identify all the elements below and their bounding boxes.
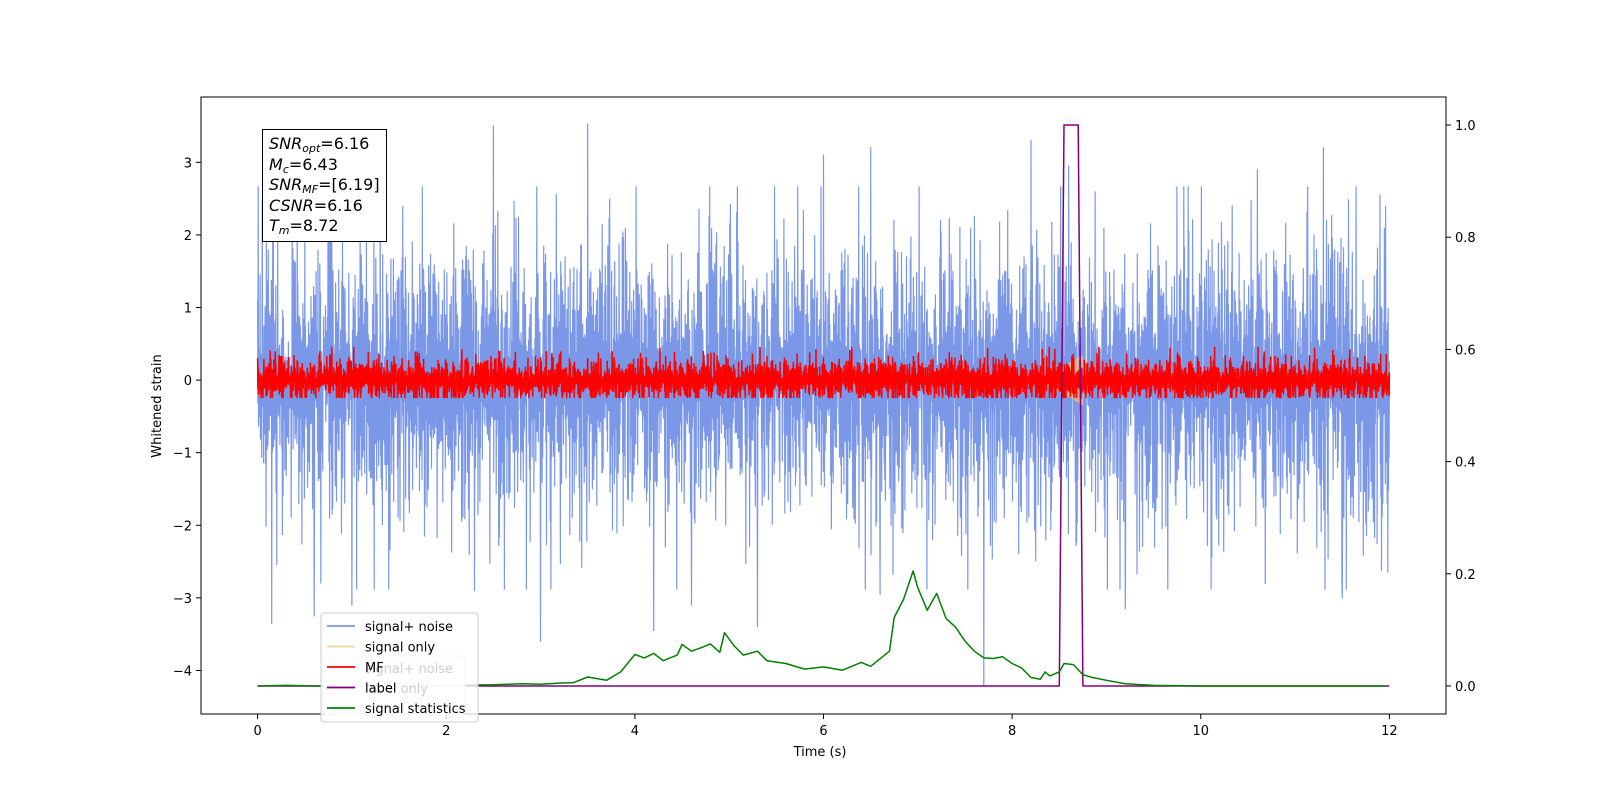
- legend-label: signal only: [365, 641, 435, 656]
- stats-line: Mc=6.43: [269, 155, 380, 176]
- stats-line: SNRMF=[6.19]: [269, 175, 380, 196]
- y-tick-label: −2: [173, 519, 192, 534]
- stats-line: Tm=8.72: [269, 216, 380, 237]
- stats-line: CSNR=6.16: [269, 196, 380, 217]
- y-tick-label: 3: [184, 156, 192, 171]
- y-axis-title: Whitened strain: [150, 354, 165, 457]
- y2-tick-label: 1.0: [1455, 119, 1476, 134]
- x-tick-label: 2: [442, 724, 450, 739]
- stats-variable: M: [269, 154, 283, 174]
- stats-subscript: opt: [302, 142, 321, 155]
- legend: signal+ noiselabel onlysignal+ noisesign…: [320, 612, 479, 723]
- x-tick-label: 0: [253, 724, 261, 739]
- y2-tick-label: 0.2: [1455, 568, 1476, 583]
- y-tick-label: −4: [173, 664, 192, 679]
- y-tick-label: −3: [173, 592, 192, 607]
- series-signal-statistics: [257, 570, 1385, 687]
- stats-subscript: c: [282, 162, 289, 176]
- series-label: [257, 124, 1390, 687]
- stats-variable: SNR: [269, 134, 303, 153]
- y-tick-label: 2: [184, 229, 192, 244]
- y-tick-label: −1: [173, 447, 192, 462]
- stats-subscript: m: [278, 224, 290, 237]
- x-tick-label: 4: [631, 724, 639, 739]
- stats-annotation-box: SNRopt=6.16 Mc=6.43 SNRMF=[6.19] CSNR=6.16 T…: [262, 129, 387, 242]
- y2-tick-label: 0.4: [1455, 456, 1476, 471]
- stats-variable: CSNR: [269, 195, 314, 215]
- plot-area: [200, 96, 1447, 715]
- x-tick-label: 12: [1381, 724, 1398, 739]
- y2-tick-label: 0.6: [1455, 343, 1476, 358]
- stats-value: =8.72: [289, 216, 339, 235]
- legend-label: signal statistics: [365, 702, 466, 717]
- legend-label: MF: [365, 661, 384, 676]
- y2-tick-label: 0.0: [1455, 680, 1476, 695]
- stats-value: =6.16: [320, 134, 370, 153]
- y2-tick-label: 0.8: [1455, 231, 1476, 246]
- stats-variable: T: [269, 216, 279, 235]
- stats-variable: SNR: [269, 175, 303, 194]
- x-tick-label: 8: [1008, 724, 1016, 739]
- legend-label: label: [365, 682, 396, 697]
- stats-value: =6.43: [288, 154, 338, 174]
- stats-line: SNRopt=6.16: [269, 134, 380, 155]
- stats-subscript: MF: [302, 183, 319, 196]
- stats-value: =[6.19]: [318, 175, 380, 194]
- series-mf: [256, 346, 1391, 399]
- x-axis-title: Time (s): [793, 745, 847, 760]
- y-tick-label: 0: [184, 374, 192, 389]
- y-tick-label: 1: [184, 302, 192, 317]
- legend-frame: [320, 612, 479, 723]
- stats-value: =6.16: [313, 195, 363, 215]
- legend-label: signal+ noise: [365, 620, 453, 635]
- x-tick-label: 6: [819, 724, 827, 739]
- x-tick-label: 10: [1192, 724, 1209, 739]
